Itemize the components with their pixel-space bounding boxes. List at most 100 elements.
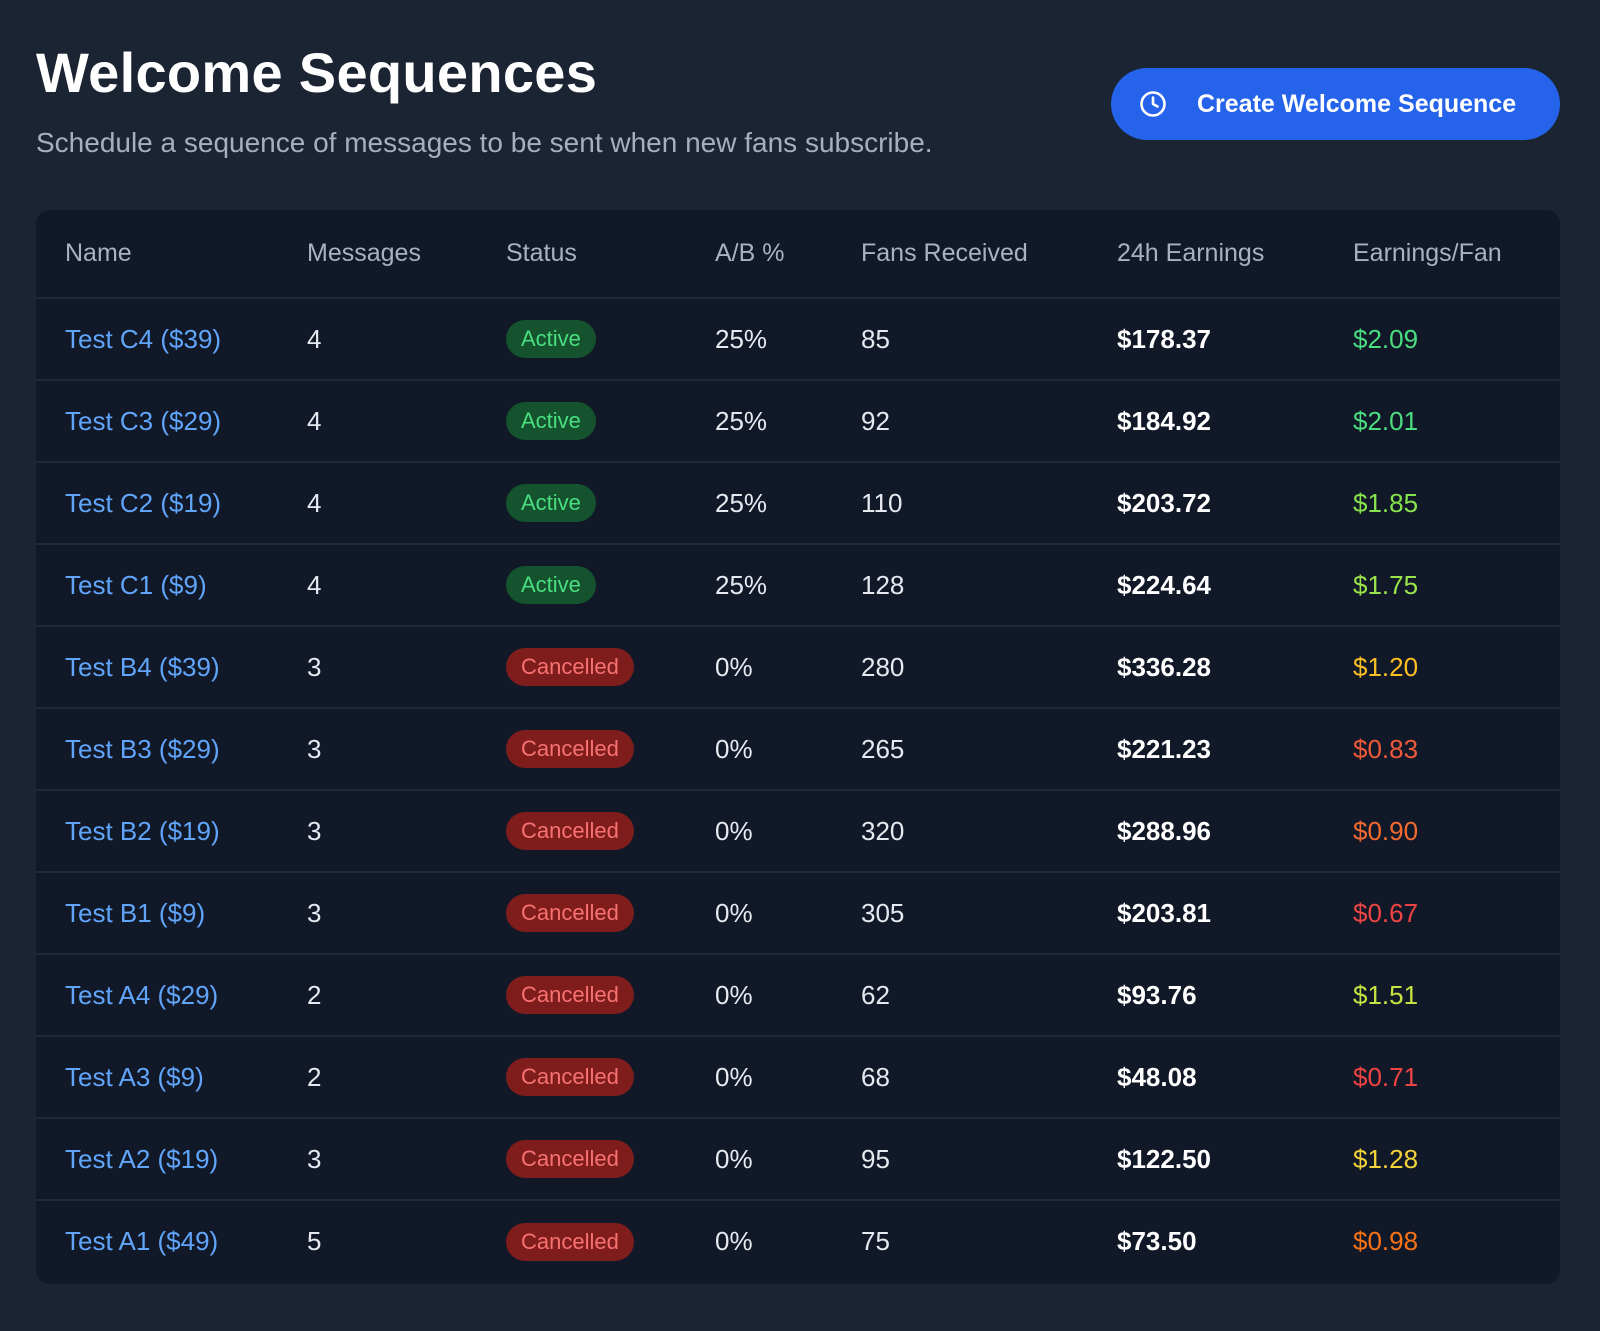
column-header-earnings-per-fan[interactable]: Earnings/Fan	[1353, 239, 1502, 267]
column-header-messages[interactable]: Messages	[307, 239, 421, 267]
sequence-name-link[interactable]: Test C4 ($39)	[65, 323, 222, 354]
cell-fans-received: 305	[861, 897, 905, 928]
cell-status: Cancelled	[506, 1036, 715, 1118]
sequence-name-link[interactable]: Test C2 ($19)	[65, 487, 222, 518]
cell-24h-earnings: $178.37	[1117, 323, 1211, 354]
table-row[interactable]: Test A3 ($9) 2 Cancelled 0% 68 $48.08 $0.71	[36, 1036, 1560, 1118]
table-row[interactable]: Test B1 ($9) 3 Cancelled 0% 305 $203.81 $0.67	[36, 872, 1560, 954]
status-badge: Active	[506, 566, 596, 604]
sequence-name-link[interactable]: Test A3 ($9)	[65, 1061, 204, 1092]
cell-fans-received: 110	[861, 487, 903, 518]
status-badge: Cancelled	[506, 648, 634, 686]
cell-ab-percent: 0%	[715, 733, 753, 764]
sequences-table: Name Messages Status A/B % Fans Received…	[36, 210, 1560, 1282]
page-subtitle: Schedule a sequence of messages to be se…	[36, 127, 933, 158]
cell-ab-percent: 25%	[715, 405, 768, 436]
cell-24h-earnings: $288.96	[1117, 815, 1211, 846]
sequence-name-link[interactable]: Test B4 ($39)	[65, 651, 220, 682]
cell-24h-earnings: $48.08	[1117, 1061, 1197, 1092]
sequence-name-link[interactable]: Test C3 ($29)	[65, 405, 222, 436]
cell-name: Test A4 ($29)	[36, 954, 307, 1036]
cell-ab-percent: 0%	[715, 1061, 753, 1092]
table-row[interactable]: Test C4 ($39) 4 Active 25% 85 $178.37 $2.09	[36, 298, 1560, 380]
cell-ab-percent: 25%	[715, 569, 768, 600]
column-header-24h-earnings[interactable]: 24h Earnings	[1117, 239, 1265, 267]
cell-fans-received: 75	[861, 1226, 890, 1256]
cell-fans-received: 320	[861, 815, 905, 846]
cell-name: Test C2 ($19)	[36, 462, 307, 544]
status-badge: Active	[506, 484, 596, 522]
sequence-name-link[interactable]: Test A4 ($29)	[65, 979, 219, 1010]
cell-status: Cancelled	[506, 790, 715, 872]
cell-name: Test A3 ($9)	[36, 1036, 307, 1118]
cell-24h-earnings: $336.28	[1117, 651, 1211, 682]
table-row[interactable]: Test B2 ($19) 3 Cancelled 0% 320 $288.96 $0.90	[36, 790, 1560, 872]
cell-name: Test C1 ($9)	[36, 544, 307, 626]
sequence-name-link[interactable]: Test B1 ($9)	[65, 897, 206, 928]
create-button-label: Create Welcome Sequence	[1197, 89, 1517, 118]
cell-status: Cancelled	[506, 626, 715, 708]
table-row[interactable]: Test B3 ($29) 3 Cancelled 0% 265 $221.23 $0.83	[36, 708, 1560, 790]
cell-name: Test C4 ($39)	[36, 298, 307, 380]
cell-24h-earnings: $122.50	[1117, 1143, 1211, 1174]
status-badge: Active	[506, 320, 596, 358]
cell-messages: 4	[307, 487, 322, 518]
cell-earnings-per-fan: $1.85	[1353, 487, 1419, 518]
cell-earnings-per-fan: $0.98	[1353, 1226, 1419, 1256]
column-header-fans-received[interactable]: Fans Received	[861, 239, 1028, 267]
cell-messages: 2	[307, 979, 322, 1010]
sequence-name-link[interactable]: Test A1 ($49)	[65, 1226, 219, 1256]
sequences-table-container: Name Messages Status A/B % Fans Received…	[36, 210, 1560, 1284]
cell-earnings-per-fan: $1.51	[1353, 979, 1419, 1010]
cell-ab-percent: 0%	[715, 979, 753, 1010]
cell-name: Test B1 ($9)	[36, 872, 307, 954]
status-badge: Cancelled	[506, 1140, 634, 1178]
cell-earnings-per-fan: $2.09	[1353, 323, 1419, 354]
cell-ab-percent: 0%	[715, 1143, 753, 1174]
cell-24h-earnings: $203.81	[1117, 897, 1211, 928]
sequence-name-link[interactable]: Test B2 ($19)	[65, 815, 220, 846]
status-badge: Cancelled	[506, 976, 634, 1014]
table-row[interactable]: Test C1 ($9) 4 Active 25% 128 $224.64 $1.75	[36, 544, 1560, 626]
table-row[interactable]: Test A2 ($19) 3 Cancelled 0% 95 $122.50 $1.28	[36, 1118, 1560, 1200]
cell-messages: 3	[307, 815, 322, 846]
cell-messages: 3	[307, 1143, 322, 1174]
status-badge: Cancelled	[506, 730, 634, 768]
cell-ab-percent: 0%	[715, 1226, 753, 1256]
cell-name: Test B4 ($39)	[36, 626, 307, 708]
cell-fans-received: 85	[861, 323, 890, 354]
cell-24h-earnings: $203.72	[1117, 487, 1211, 518]
status-badge: Cancelled	[506, 812, 634, 850]
table-row[interactable]: Test B4 ($39) 3 Cancelled 0% 280 $336.28 $1.20	[36, 626, 1560, 708]
status-badge: Active	[506, 402, 596, 440]
cell-status: Cancelled	[506, 708, 715, 790]
cell-fans-received: 280	[861, 651, 905, 682]
cell-ab-percent: 25%	[715, 323, 768, 354]
cell-status: Active	[506, 298, 715, 380]
table-row[interactable]: Test A4 ($29) 2 Cancelled 0% 62 $93.76 $1.51	[36, 954, 1560, 1036]
sequence-name-link[interactable]: Test C1 ($9)	[65, 569, 207, 600]
cell-messages: 5	[307, 1226, 322, 1256]
cell-earnings-per-fan: $1.20	[1353, 651, 1419, 682]
sequence-name-link[interactable]: Test B3 ($29)	[65, 733, 220, 764]
status-badge: Cancelled	[506, 1058, 634, 1096]
cell-status: Active	[506, 380, 715, 462]
cell-status: Cancelled	[506, 1200, 715, 1282]
table-row[interactable]: Test C3 ($29) 4 Active 25% 92 $184.92 $2.01	[36, 380, 1560, 462]
cell-fans-received: 92	[861, 405, 890, 436]
column-header-name[interactable]: Name	[65, 239, 132, 267]
table-row[interactable]: Test C2 ($19) 4 Active 25% 110 $203.72 $1.85	[36, 462, 1560, 544]
column-header-status[interactable]: Status	[506, 239, 577, 267]
cell-messages: 4	[307, 323, 322, 354]
clock-icon	[1139, 90, 1167, 118]
cell-earnings-per-fan: $0.71	[1353, 1061, 1419, 1092]
column-header-ab-percent[interactable]: A/B %	[715, 239, 785, 267]
cell-name: Test A1 ($49)	[36, 1200, 307, 1282]
cell-ab-percent: 0%	[715, 815, 753, 846]
table-row[interactable]: Test A1 ($49) 5 Cancelled 0% 75 $73.50 $0.98	[36, 1200, 1560, 1282]
cell-name: Test C3 ($29)	[36, 380, 307, 462]
create-welcome-sequence-button[interactable]: Create Welcome Sequence	[1111, 68, 1560, 140]
cell-messages: 3	[307, 651, 322, 682]
cell-name: Test A2 ($19)	[36, 1118, 307, 1200]
sequence-name-link[interactable]: Test A2 ($19)	[65, 1143, 219, 1174]
